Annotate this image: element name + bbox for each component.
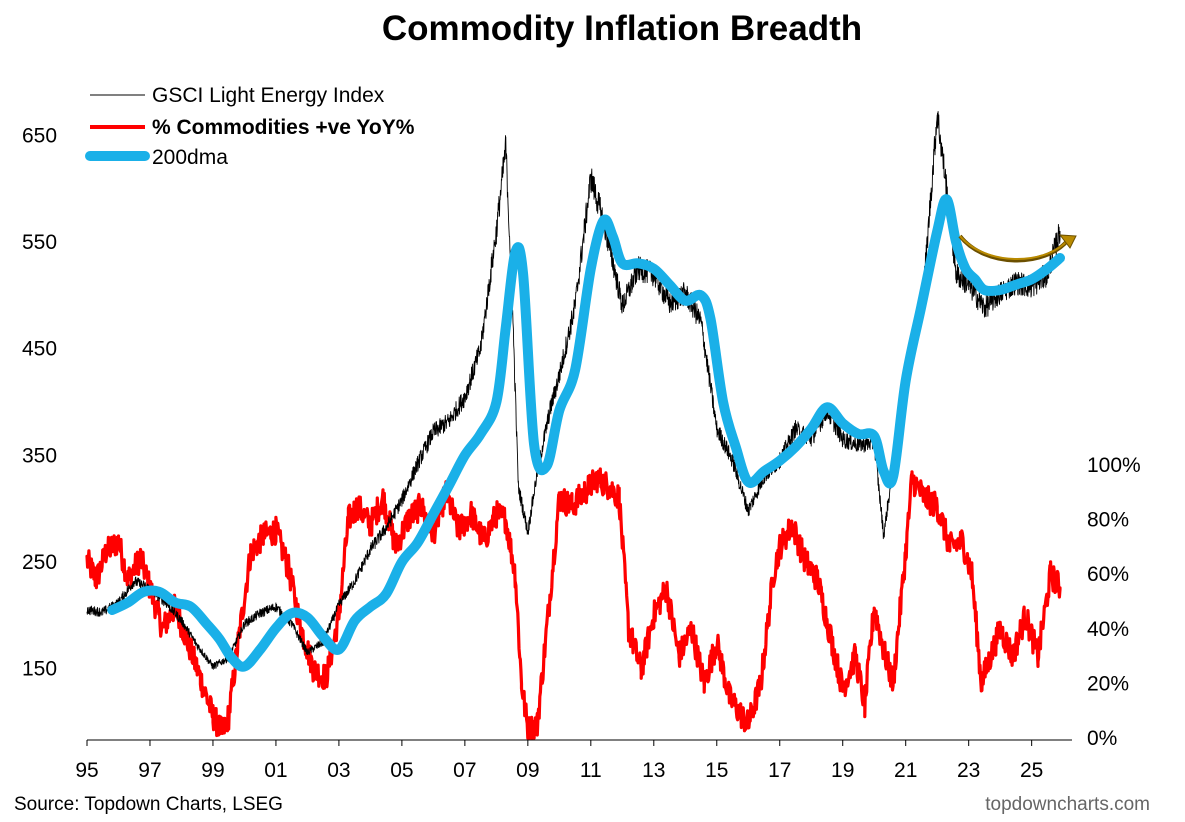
legend: GSCI Light Energy Index % Commodities +v… [85, 84, 415, 169]
x-tick-label: 25 [1020, 759, 1043, 782]
x-tick-label: 17 [768, 759, 791, 782]
legend-label-breadth: % Commodities +ve YoY% [152, 116, 415, 139]
right-tick-label: 0% [1087, 727, 1117, 750]
legend-label-gsci: GSCI Light Energy Index [152, 84, 385, 107]
x-tick-label: 07 [453, 759, 476, 782]
chart-title: Commodity Inflation Breadth [382, 9, 862, 48]
x-tick-label: 03 [327, 759, 350, 782]
website-text: topdowncharts.com [985, 794, 1150, 815]
right-tick-label: 80% [1087, 509, 1129, 532]
left-tick-label: 650 [22, 124, 57, 147]
x-tick-label: 21 [894, 759, 917, 782]
x-tick-label: 01 [264, 759, 287, 782]
left-tick-label: 250 [22, 551, 57, 574]
x-tick-label: 13 [642, 759, 665, 782]
trend-arrow-annotation [958, 234, 1077, 263]
x-tick-label: 99 [201, 759, 224, 782]
x-tick-label: 23 [957, 759, 980, 782]
right-tick-label: 100% [1087, 454, 1141, 477]
x-axis: 95 97 99 01 03 05 07 09 11 13 15 17 19 21 23 25 [75, 740, 1043, 782]
x-tick-label: 09 [516, 759, 539, 782]
source-text: Source: Topdown Charts, LSEG [14, 794, 283, 815]
x-tick-label: 15 [705, 759, 728, 782]
left-tick-label: 150 [22, 658, 57, 681]
right-axis: 100% 80% 60% 40% 20% 0% [1087, 454, 1141, 750]
breadth-series-line [85, 467, 1062, 740]
breadth-series-group [85, 467, 1062, 740]
dma-series-line [107, 194, 1065, 672]
legend-label-dma: 200dma [152, 146, 228, 169]
x-tick-label: 95 [75, 759, 98, 782]
right-tick-label: 20% [1087, 672, 1129, 695]
left-tick-label: 350 [22, 444, 57, 467]
x-tick-label: 97 [138, 759, 161, 782]
left-tick-label: 550 [22, 231, 57, 254]
x-tick-label: 11 [580, 759, 602, 782]
trend-arrow-head [1058, 234, 1077, 249]
right-tick-label: 60% [1087, 563, 1129, 586]
trend-arrow-curve-highlight [959, 235, 1069, 260]
dma-series-group [107, 194, 1065, 672]
x-tick-label: 19 [831, 759, 854, 782]
right-tick-label: 40% [1087, 618, 1129, 641]
x-tick-label: 05 [390, 759, 413, 782]
left-tick-label: 450 [22, 338, 57, 361]
left-axis: 650 550 450 350 250 150 [22, 124, 57, 680]
